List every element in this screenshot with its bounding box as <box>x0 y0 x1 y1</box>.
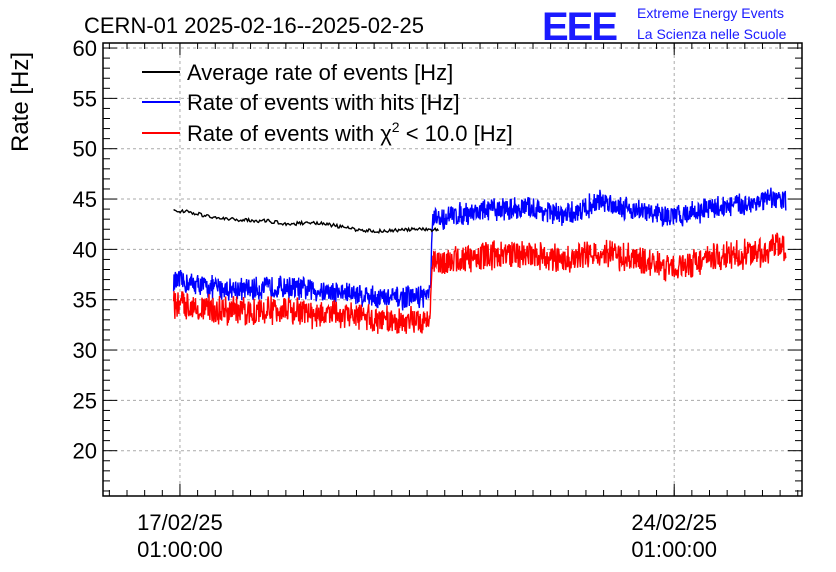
y-axis-title: Rate [Hz] <box>7 52 34 152</box>
series-1 <box>172 187 787 311</box>
eee-logo-line2: La Scienza nelle Scuole <box>637 26 787 42</box>
y-tick-label: 40 <box>73 237 97 262</box>
chart-title: CERN-01 2025-02-16--2025-02-25 <box>84 13 424 38</box>
y-tick-label: 35 <box>73 288 97 313</box>
eee-logo: EEE Extreme Energy Events La Scienza nel… <box>542 5 787 49</box>
legend-label-chi2-sup: 2 <box>392 119 400 135</box>
x-tick-label-date: 17/02/25 <box>137 510 223 535</box>
eee-logo-mark: EEE <box>542 5 617 49</box>
legend-label-average: Average rate of events [Hz] <box>187 60 453 85</box>
y-tick-label: 20 <box>73 439 97 464</box>
grid-layer <box>103 43 802 496</box>
x-tick-label-time: 01:00:00 <box>631 537 717 562</box>
series-line <box>173 208 439 234</box>
y-tick-label: 60 <box>73 36 97 61</box>
legend-label-chi2: Rate of events with χ2 < 10.0 [Hz] <box>187 119 513 146</box>
y-tick-label: 30 <box>73 338 97 363</box>
series-line <box>172 187 787 311</box>
series-2 <box>172 232 787 334</box>
axis-layer: 20253035404550556017/02/2501:00:0024/02/… <box>73 36 803 562</box>
legend-label-chi2-prefix: Rate of events with <box>187 121 380 146</box>
y-tick-label: 45 <box>73 187 97 212</box>
series-0 <box>173 208 439 234</box>
y-tick-label: 50 <box>73 137 97 162</box>
plot-frame <box>102 42 803 497</box>
series-line <box>172 232 787 334</box>
series-layer <box>172 187 787 334</box>
y-tick-label: 25 <box>73 388 97 413</box>
x-tick-label-date: 24/02/25 <box>631 510 717 535</box>
y-tick-label: 55 <box>73 86 97 111</box>
legend: Average rate of events [Hz] Rate of even… <box>142 60 513 146</box>
legend-label-chi2-symbol: χ <box>380 121 392 146</box>
eee-logo-line1: Extreme Energy Events <box>637 5 784 21</box>
x-tick-label-time: 01:00:00 <box>137 537 223 562</box>
legend-label-hits: Rate of events with hits [Hz] <box>187 90 460 115</box>
legend-label-chi2-suffix: < 10.0 [Hz] <box>400 121 513 146</box>
